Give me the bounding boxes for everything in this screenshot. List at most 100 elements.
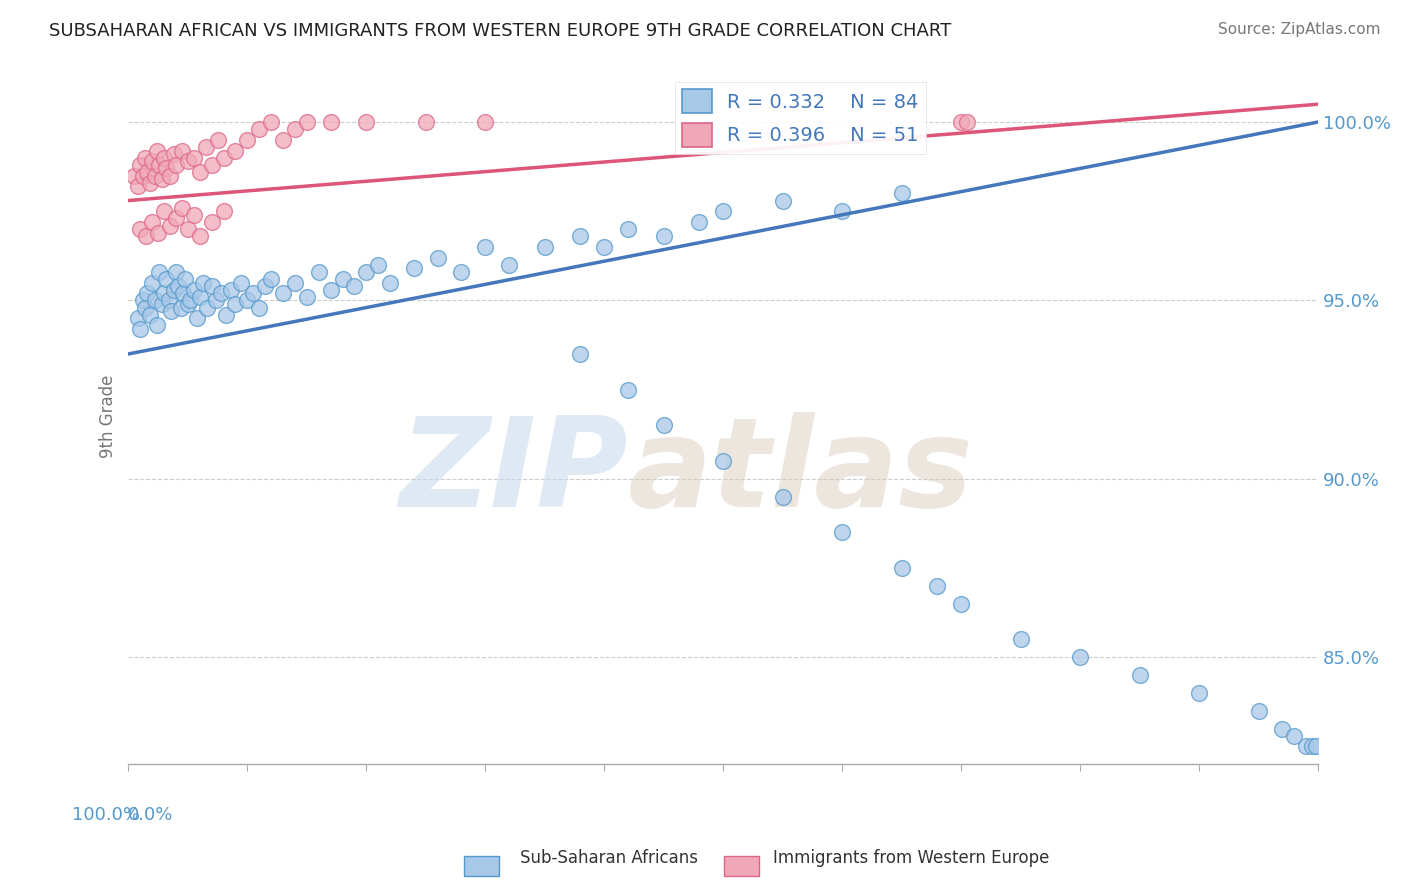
- Point: [1069, 650, 1091, 665]
- Point: [308, 265, 330, 279]
- Point: [186, 311, 208, 326]
- Y-axis label: 9th Grade: 9th Grade: [100, 375, 117, 458]
- Point: [569, 347, 592, 361]
- Point: [129, 158, 152, 172]
- Point: [956, 115, 979, 129]
- Point: [195, 301, 218, 315]
- Point: [162, 283, 184, 297]
- Point: [141, 215, 163, 229]
- Point: [188, 290, 211, 304]
- Point: [183, 151, 205, 165]
- Point: [831, 204, 853, 219]
- Point: [890, 186, 912, 201]
- Point: [950, 597, 973, 611]
- Point: [236, 293, 259, 308]
- Point: [254, 279, 277, 293]
- Point: [162, 147, 184, 161]
- Point: [174, 272, 197, 286]
- Point: [332, 272, 354, 286]
- Text: Source: ZipAtlas.com: Source: ZipAtlas.com: [1218, 22, 1381, 37]
- Point: [890, 561, 912, 575]
- Point: [1305, 739, 1327, 754]
- Text: Sub-Saharan Africans: Sub-Saharan Africans: [520, 849, 699, 867]
- Point: [652, 229, 675, 244]
- Text: SUBSAHARAN AFRICAN VS IMMIGRANTS FROM WESTERN EUROPE 9TH GRADE CORRELATION CHART: SUBSAHARAN AFRICAN VS IMMIGRANTS FROM WE…: [49, 22, 952, 40]
- Legend: R = 0.332    N = 84, R = 0.396    N = 51: R = 0.332 N = 84, R = 0.396 N = 51: [675, 82, 927, 154]
- Text: 0.0%: 0.0%: [128, 806, 174, 824]
- Point: [295, 290, 318, 304]
- Point: [193, 276, 215, 290]
- Point: [129, 222, 152, 236]
- Point: [141, 276, 163, 290]
- Point: [170, 144, 193, 158]
- Point: [224, 144, 246, 158]
- Point: [207, 133, 229, 147]
- Point: [160, 304, 183, 318]
- Point: [157, 293, 180, 308]
- Point: [247, 301, 270, 315]
- Point: [231, 276, 253, 290]
- Point: [402, 261, 425, 276]
- Point: [617, 383, 640, 397]
- Point: [141, 154, 163, 169]
- Point: [177, 154, 200, 169]
- Point: [127, 311, 149, 326]
- Point: [219, 283, 242, 297]
- Point: [415, 115, 437, 129]
- Point: [134, 301, 156, 315]
- Point: [295, 115, 318, 129]
- Point: [136, 286, 159, 301]
- Text: 100.0%: 100.0%: [72, 806, 141, 824]
- Point: [209, 286, 232, 301]
- Point: [474, 240, 496, 254]
- Point: [1188, 686, 1211, 700]
- Point: [247, 122, 270, 136]
- Point: [150, 297, 173, 311]
- Point: [183, 208, 205, 222]
- Point: [194, 140, 217, 154]
- Point: [498, 258, 520, 272]
- Text: ZIP: ZIP: [399, 411, 628, 533]
- Point: [134, 151, 156, 165]
- Point: [927, 579, 949, 593]
- Point: [688, 215, 710, 229]
- Point: [143, 293, 166, 308]
- Point: [146, 226, 169, 240]
- Point: [1129, 668, 1152, 682]
- Point: [127, 179, 149, 194]
- Point: [356, 265, 378, 279]
- Point: [179, 293, 201, 308]
- Point: [652, 418, 675, 433]
- Point: [260, 272, 283, 286]
- Point: [165, 265, 187, 279]
- Point: [146, 318, 169, 333]
- Point: [155, 272, 177, 286]
- Point: [284, 276, 307, 290]
- Point: [1247, 704, 1270, 718]
- Point: [150, 172, 173, 186]
- Point: [772, 490, 794, 504]
- Point: [617, 222, 640, 236]
- Point: [242, 286, 264, 301]
- Point: [533, 240, 555, 254]
- Point: [593, 240, 616, 254]
- Point: [772, 194, 794, 208]
- Point: [711, 204, 734, 219]
- Point: [831, 525, 853, 540]
- Point: [950, 115, 973, 129]
- Point: [474, 115, 496, 129]
- Point: [148, 265, 170, 279]
- Point: [172, 286, 194, 301]
- Point: [188, 229, 211, 244]
- Point: [148, 158, 170, 172]
- Point: [343, 279, 366, 293]
- Point: [212, 204, 235, 219]
- Point: [135, 229, 157, 244]
- Point: [260, 115, 283, 129]
- Text: Immigrants from Western Europe: Immigrants from Western Europe: [773, 849, 1050, 867]
- Point: [153, 204, 176, 219]
- Point: [188, 165, 211, 179]
- Point: [153, 151, 176, 165]
- Point: [212, 151, 235, 165]
- Point: [146, 144, 169, 158]
